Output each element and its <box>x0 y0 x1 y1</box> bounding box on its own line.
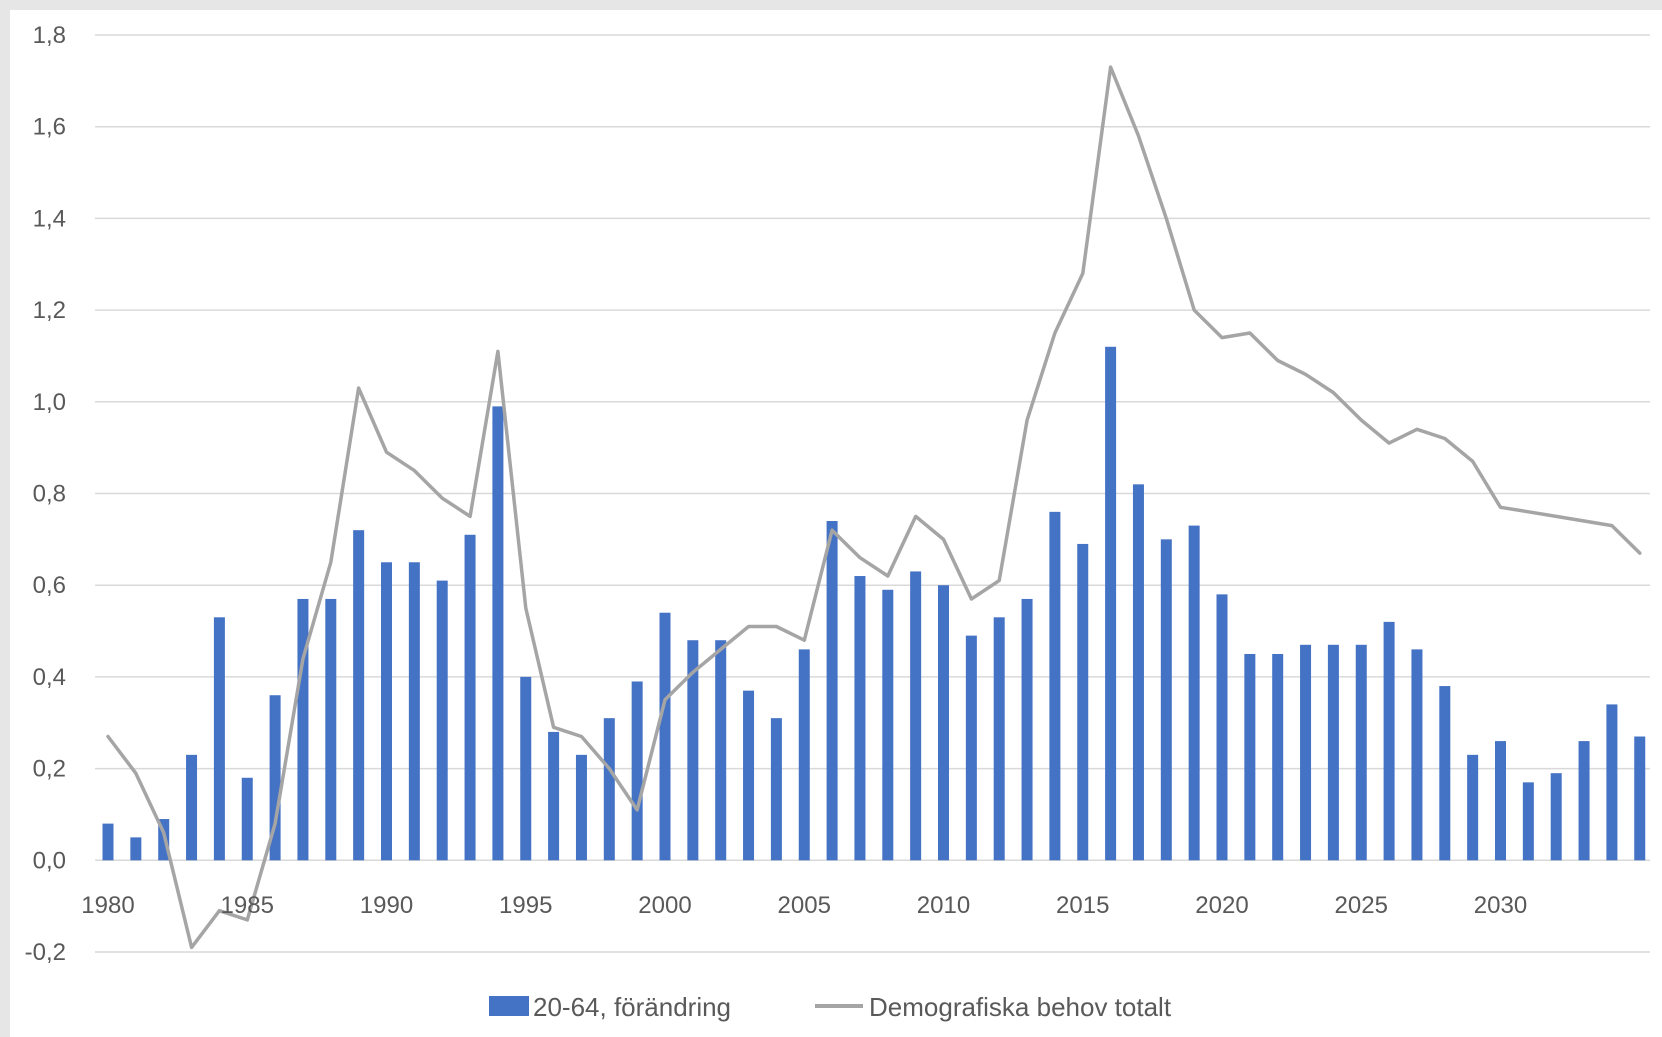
bar <box>1021 598 1033 861</box>
bar <box>297 598 309 861</box>
bar <box>1606 704 1618 861</box>
legend-swatch-bar <box>489 996 529 1016</box>
bar <box>603 718 615 861</box>
bar <box>1272 653 1284 861</box>
x-tick-label: 2015 <box>1056 892 1109 919</box>
x-axis-ticks: 1980 1985 1990 1995 2000 2005 2010 2015 2020 2025… <box>81 892 1527 919</box>
bar <box>408 562 420 861</box>
bar <box>882 589 894 861</box>
bar <box>1244 653 1256 861</box>
bar <box>1467 754 1479 861</box>
x-tick-label: 2010 <box>917 892 970 919</box>
bar <box>965 635 977 861</box>
bar <box>659 612 671 861</box>
x-tick-label: 1980 <box>81 892 134 919</box>
legend: 20-64, förändring Demografiska behov tot… <box>489 992 1172 1022</box>
bar <box>325 598 337 861</box>
bar <box>993 617 1005 861</box>
bar <box>575 754 587 861</box>
bar <box>1327 644 1339 861</box>
x-tick-label: 2000 <box>638 892 691 919</box>
y-tick-label: 1,0 <box>33 389 66 416</box>
bar <box>1160 539 1172 861</box>
bar <box>1355 644 1367 861</box>
bar <box>1550 773 1562 861</box>
bar <box>436 580 448 861</box>
bar <box>464 534 476 861</box>
bar <box>854 576 866 861</box>
legend-label-bar: 20-64, förändring <box>533 992 731 1022</box>
bar <box>1132 484 1144 861</box>
y-tick-label: 0,4 <box>33 664 66 691</box>
bar <box>1383 621 1395 861</box>
x-tick-label: 2025 <box>1335 892 1388 919</box>
y-axis-ticks: -0,2 0,0 0,2 0,4 0,6 0,8 1,0 1,2 1,4 1,6 1,8 <box>25 22 66 966</box>
bar <box>241 777 253 861</box>
bar <box>910 571 922 861</box>
y-tick-label: 0,0 <box>33 847 66 874</box>
bar <box>548 731 560 861</box>
y-tick-label: 1,4 <box>33 205 66 232</box>
bar <box>1077 543 1089 861</box>
bar <box>1634 736 1646 861</box>
bar <box>269 695 281 861</box>
bar <box>130 837 142 861</box>
y-tick-label: 0,6 <box>33 572 66 599</box>
bar <box>1495 741 1506 861</box>
y-tick-label: 1,8 <box>33 22 66 49</box>
bar <box>1188 525 1200 861</box>
bar <box>798 649 810 861</box>
x-tick-label: 2020 <box>1195 892 1248 919</box>
bar <box>492 406 504 861</box>
bar <box>715 640 727 861</box>
bar <box>213 617 225 861</box>
bar <box>186 754 198 861</box>
bar <box>743 690 755 861</box>
x-tick-label: 1990 <box>360 892 413 919</box>
bar <box>631 681 643 861</box>
y-tick-label: 0,2 <box>33 756 66 783</box>
bar <box>938 585 949 861</box>
bar <box>1049 511 1061 861</box>
y-tick-label: 0,8 <box>33 481 66 508</box>
bar <box>1411 649 1423 861</box>
x-tick-label: 1995 <box>499 892 552 919</box>
y-tick-label: 1,2 <box>33 297 66 324</box>
bar <box>1105 346 1117 861</box>
x-tick-label: 1985 <box>221 892 274 919</box>
bar <box>353 530 365 861</box>
bar-series <box>102 346 1646 861</box>
bar <box>381 562 392 861</box>
bar <box>1300 644 1312 861</box>
bar <box>1522 782 1534 861</box>
bar <box>520 676 532 861</box>
y-tick-label: -0,2 <box>25 939 66 966</box>
bar <box>1578 741 1590 861</box>
line-series <box>106 65 1642 950</box>
bar <box>826 521 838 861</box>
bar <box>687 640 699 861</box>
bar <box>770 718 782 861</box>
bar <box>102 823 114 861</box>
legend-label-line: Demografiska behov totalt <box>869 992 1172 1022</box>
bar <box>1439 686 1451 861</box>
x-tick-label: 2030 <box>1474 892 1527 919</box>
y-tick-label: 1,6 <box>33 114 66 141</box>
series-line <box>106 65 1642 950</box>
bar <box>1216 594 1228 861</box>
x-tick-label: 2005 <box>778 892 831 919</box>
